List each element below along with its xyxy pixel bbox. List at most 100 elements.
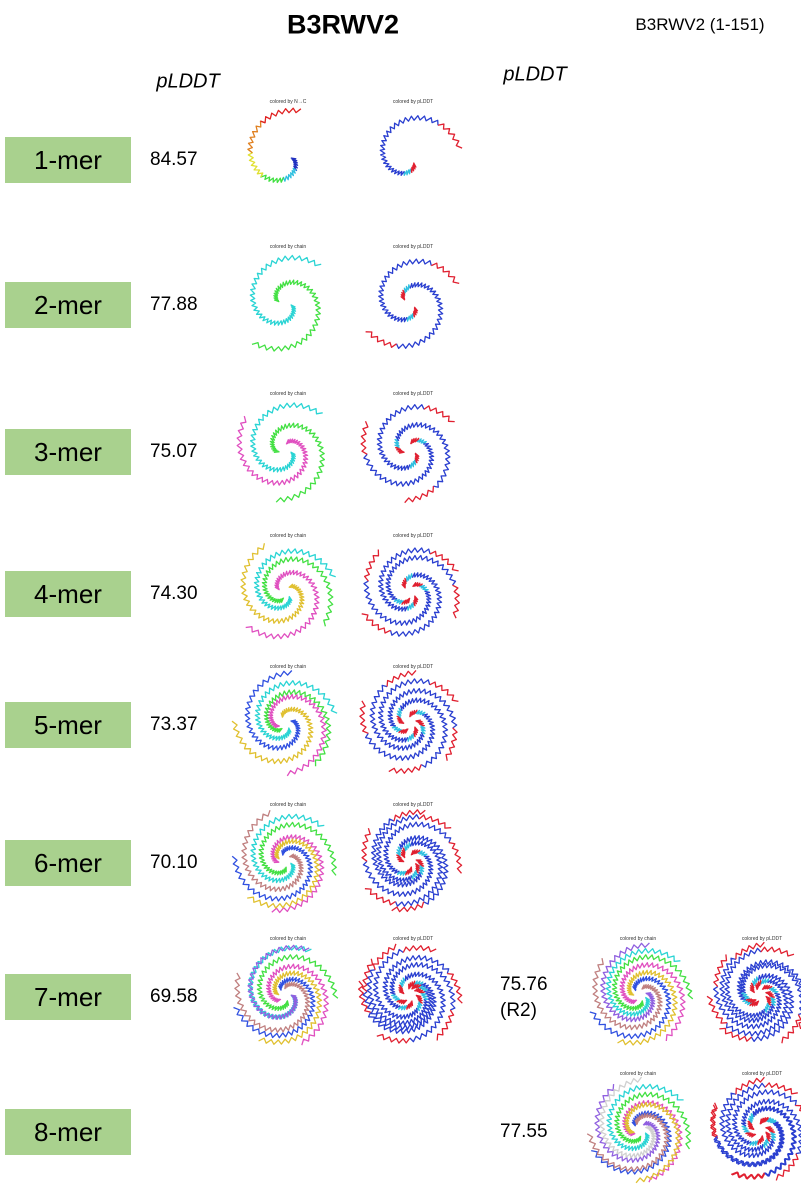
chain-trace	[418, 864, 425, 875]
image-caption: colored by pLDDT	[392, 533, 434, 539]
chain-trace	[249, 402, 323, 473]
chain-trace	[363, 580, 432, 626]
column-header: pLDDT	[156, 70, 220, 93]
note: (R2)	[500, 1000, 537, 1021]
image-caption: colored by pLDDT	[392, 391, 434, 397]
chain-trace	[413, 980, 424, 986]
chain-trace	[760, 978, 770, 985]
chain-trace	[755, 979, 762, 991]
chain-trace	[423, 405, 455, 423]
chain-trace	[752, 1105, 797, 1177]
chain-trace	[741, 992, 750, 999]
chain-trace	[765, 1131, 771, 1142]
chain-trace	[382, 954, 450, 1009]
chain-trace	[406, 733, 414, 742]
chain-trace	[416, 1001, 423, 1012]
structure-image	[247, 107, 302, 184]
chain-trace	[713, 1122, 785, 1168]
chain-trace	[402, 945, 437, 953]
image-caption: colored by pLDDT	[741, 936, 783, 942]
chain-trace	[445, 727, 458, 761]
chain-trace	[400, 697, 449, 768]
chain-trace	[725, 978, 790, 1037]
chain-trace	[364, 713, 436, 761]
chain-trace	[406, 602, 414, 611]
structure-image	[357, 943, 463, 1044]
image-caption: colored by chain	[269, 664, 307, 670]
chain-trace	[263, 689, 332, 767]
chain-trace	[398, 984, 405, 995]
chain-trace	[420, 725, 426, 735]
image-caption: colored by pLDDT	[392, 99, 434, 105]
chain-trace	[258, 821, 337, 876]
image-caption: colored by pLDDT	[741, 1071, 783, 1077]
chain-trace	[735, 941, 765, 960]
chain-trace	[623, 1101, 681, 1184]
chain-trace	[393, 809, 426, 822]
chain-trace	[730, 1171, 765, 1180]
chain-trace	[393, 598, 404, 605]
chain-trace	[765, 1117, 777, 1124]
chain-trace	[361, 613, 391, 634]
chain-trace	[357, 980, 371, 1013]
chain-trace	[409, 162, 417, 174]
structure-image	[586, 1076, 692, 1184]
chain-trace	[750, 973, 795, 1043]
chain-trace	[757, 1135, 765, 1146]
chain-trace	[437, 123, 463, 149]
chain-trace	[742, 998, 753, 1006]
row-label: 4-mer	[5, 571, 131, 617]
chain-trace	[760, 946, 795, 957]
chain-trace	[231, 706, 314, 765]
chain-trace	[269, 422, 326, 503]
chain-trace	[617, 969, 678, 1046]
chain-trace	[415, 994, 423, 1004]
structure-image	[379, 115, 463, 176]
chain-trace	[448, 841, 463, 874]
chain-trace	[759, 1117, 769, 1125]
chain-trace	[765, 991, 776, 998]
chain-trace	[406, 1000, 414, 1010]
chain-trace	[709, 1104, 718, 1139]
chain-trace	[403, 284, 411, 294]
chain-trace	[359, 700, 369, 734]
chain-trace	[372, 943, 397, 971]
chain-trace	[247, 944, 310, 1021]
chain-trace	[741, 1098, 801, 1155]
chain-trace	[245, 569, 320, 640]
chain-trace	[398, 1004, 408, 1011]
chain-trace	[363, 549, 380, 582]
chain-trace	[747, 1120, 755, 1131]
chain-trace	[361, 958, 374, 993]
chain-trace	[452, 584, 460, 619]
chain-trace	[410, 437, 420, 445]
chain-trace	[290, 157, 299, 172]
chain-trace	[250, 813, 325, 884]
image-caption: colored by chain	[269, 802, 307, 808]
chain-trace	[387, 687, 458, 729]
chain-trace	[391, 993, 401, 1001]
chain-trace	[413, 987, 425, 995]
chain-trace	[365, 331, 397, 348]
chain-trace	[404, 971, 446, 1043]
image-caption: colored by pLDDT	[392, 936, 434, 942]
image-caption: colored by chain	[269, 391, 307, 397]
plddt-value: 84.57	[150, 149, 198, 170]
chain-trace	[415, 719, 425, 727]
chain-trace	[781, 1014, 801, 1044]
chain-trace	[256, 954, 339, 1012]
structure-image	[709, 1076, 801, 1181]
chain-trace	[389, 572, 443, 637]
chain-trace	[376, 1033, 411, 1044]
chain-trace	[586, 1112, 670, 1173]
plddt-value: 77.88	[150, 294, 198, 315]
chain-trace	[415, 709, 426, 716]
chain-trace	[234, 972, 311, 1033]
image-caption: colored by pLDDT	[392, 244, 434, 250]
row-label: 2-mer	[5, 282, 131, 328]
chain-trace	[768, 986, 779, 994]
chain-trace	[385, 554, 457, 601]
structure-image	[361, 809, 463, 913]
chain-trace	[736, 959, 801, 1000]
chain-trace	[410, 870, 418, 880]
